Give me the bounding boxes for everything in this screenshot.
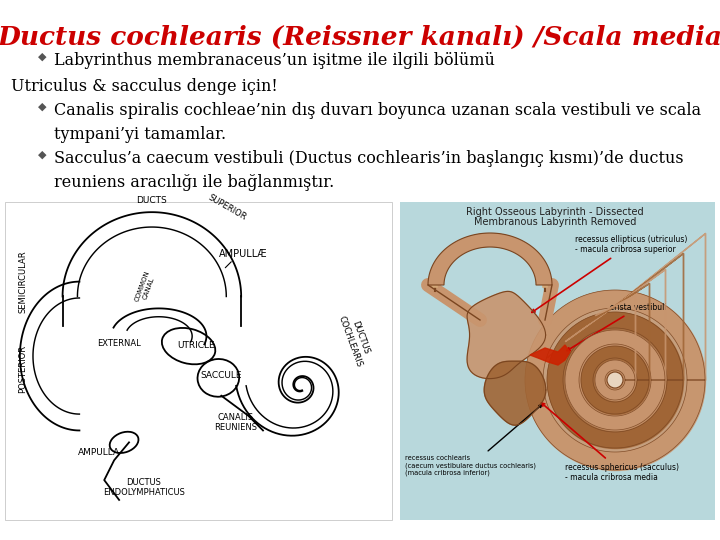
Text: recessus sphericus (sacculus)
- macula cribrosa media: recessus sphericus (sacculus) - macula c… <box>541 403 679 482</box>
Polygon shape <box>428 233 552 285</box>
Polygon shape <box>595 360 635 400</box>
Text: SUPERIOR: SUPERIOR <box>207 193 248 222</box>
Ellipse shape <box>607 372 623 388</box>
Text: reuniens aracılığı ile bağlanmıştır.: reuniens aracılığı ile bağlanmıştır. <box>54 174 334 191</box>
Text: Labyrinthus membranaceus’un işitme ile ilgili bölümü: Labyrinthus membranaceus’un işitme ile i… <box>54 52 495 69</box>
Text: SACCULE: SACCULE <box>201 371 242 380</box>
Text: ◆: ◆ <box>37 150 46 160</box>
Text: Ductus cochlearis (Reissner kanalı) /Scala media: Ductus cochlearis (Reissner kanalı) /Sca… <box>0 25 720 50</box>
Bar <box>400 202 715 520</box>
Text: ◆: ◆ <box>37 52 46 62</box>
Text: DUCTUS
ENDOLYMPHATICUS: DUCTUS ENDOLYMPHATICUS <box>103 477 185 497</box>
Polygon shape <box>525 290 705 470</box>
Polygon shape <box>485 361 546 425</box>
Text: recessus cochlearis
(caecum vestibulare ductus cochlearis)
(macula cribrosa infe: recessus cochlearis (caecum vestibulare … <box>405 405 541 476</box>
Polygon shape <box>581 346 649 414</box>
Text: SEMICIRCULAR: SEMICIRCULAR <box>19 251 27 313</box>
Text: COMMON
CANAL: COMMON CANAL <box>134 269 158 305</box>
Text: CANALIS
REUNIENS: CANALIS REUNIENS <box>214 413 257 433</box>
Text: AMPULLÆ: AMPULLÆ <box>219 249 267 259</box>
Bar <box>5 202 392 520</box>
Text: UTRICLE: UTRICLE <box>178 341 215 350</box>
Text: ◆: ◆ <box>37 102 46 112</box>
Text: Membranous Labyrinth Removed: Membranous Labyrinth Removed <box>474 217 636 227</box>
Text: DUCTUS
COCHLEARIS: DUCTUS COCHLEARIS <box>337 310 374 368</box>
Text: Right Osseous Labyrinth - Dissected: Right Osseous Labyrinth - Dissected <box>466 207 644 217</box>
Text: Utriculus & sacculus denge için!: Utriculus & sacculus denge için! <box>11 78 277 95</box>
Text: Sacculus’a caecum vestibuli (Ductus cochlearis’in başlangıç kısmı)’de ductus: Sacculus’a caecum vestibuli (Ductus coch… <box>54 150 683 167</box>
Polygon shape <box>547 312 683 448</box>
Text: tympani’yi tamamlar.: tympani’yi tamamlar. <box>54 126 226 143</box>
Text: recessus ellipticus (utriculus)
- macula cribrosa superior: recessus ellipticus (utriculus) - macula… <box>532 234 688 312</box>
Text: AMPULLA: AMPULLA <box>78 448 120 457</box>
Text: POSTERIOR: POSTERIOR <box>19 345 27 393</box>
Text: EXTERNAL: EXTERNAL <box>97 339 141 348</box>
Text: crista vestibuli: crista vestibuli <box>567 303 667 350</box>
Text: DUCTS: DUCTS <box>137 196 167 205</box>
Polygon shape <box>530 345 570 365</box>
Text: Canalis spiralis cochleae’nin dış duvarı boyunca uzanan scala vestibuli ve scala: Canalis spiralis cochleae’nin dış duvarı… <box>54 102 701 119</box>
Polygon shape <box>467 292 546 379</box>
Bar <box>400 235 715 520</box>
Polygon shape <box>565 330 665 430</box>
